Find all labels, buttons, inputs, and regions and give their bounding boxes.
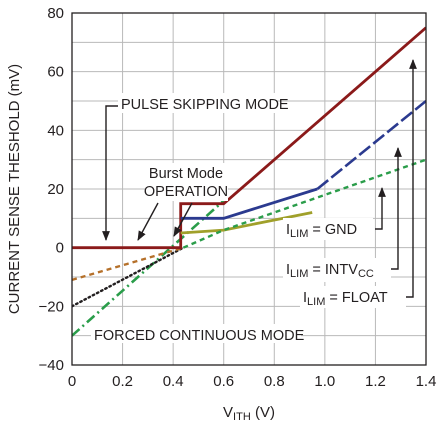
ilim-intv-leader — [391, 147, 402, 270]
x-tick-label: 0.6 — [213, 373, 234, 390]
y-tick-label: 40 — [47, 122, 64, 139]
series-line-6 — [180, 211, 313, 235]
y-tick-label: −20 — [39, 298, 64, 315]
x-tick-label: 0.4 — [163, 373, 184, 390]
y-tick-label: −40 — [39, 357, 64, 374]
plot-frame — [71, 12, 427, 366]
annotations: PULSE SKIPPING MODE Burst Mode OPERATION… — [91, 93, 406, 344]
series-line-5 — [316, 99, 426, 191]
burst-mode-label: Burst Mode — [149, 166, 223, 182]
series-line-0 — [72, 199, 225, 337]
series-line-2 — [72, 246, 184, 282]
y-axis-label: CURRENT SENSE THESHOLD (mV) — [6, 64, 23, 314]
x-tick-labels: 0 0.2 0.4 0.6 0.8 1.0 1.2 1.4 — [68, 373, 437, 390]
ilim-intvcc-label: ILIM = INTVCC — [286, 262, 374, 280]
ilim-gnd-label: ILIM = GND — [286, 222, 357, 240]
forced-continuous-label: FORCED CONTINUOUS MODE — [94, 328, 305, 344]
x-tick-label: 1.2 — [365, 373, 386, 390]
burst-leader-2 — [173, 202, 193, 237]
grid — [71, 12, 427, 366]
pulse-skipping-label: PULSE SKIPPING MODE — [121, 97, 289, 113]
series-line-4 — [180, 187, 318, 220]
series-line-3 — [72, 26, 426, 250]
x-tick-label: 1.0 — [314, 373, 335, 390]
annotation-leaders — [102, 59, 417, 298]
y-tick-labels: −40 −20 0 20 40 60 80 — [39, 5, 64, 374]
x-tick-label: 0.2 — [112, 373, 133, 390]
ilim-gnd-leader — [375, 187, 386, 230]
series-group — [72, 26, 426, 337]
ilim-float-label: ILIM = FLOAT — [303, 290, 388, 308]
y-tick-label: 80 — [47, 5, 64, 22]
series-line-1 — [72, 246, 185, 308]
x-tick-label: 0.8 — [264, 373, 285, 390]
x-tick-label: 1.4 — [416, 373, 437, 390]
burst-leader-1 — [137, 202, 159, 241]
ilim-float-leader — [406, 59, 417, 298]
pulse-leader — [102, 105, 121, 241]
burst-operation-label: OPERATION — [144, 184, 228, 200]
x-tick-label: 0 — [68, 373, 76, 390]
y-tick-label: 60 — [47, 64, 64, 81]
y-tick-label: 20 — [47, 181, 64, 198]
x-axis-label: VITH (V) — [223, 404, 275, 423]
y-tick-label: 0 — [56, 240, 64, 257]
